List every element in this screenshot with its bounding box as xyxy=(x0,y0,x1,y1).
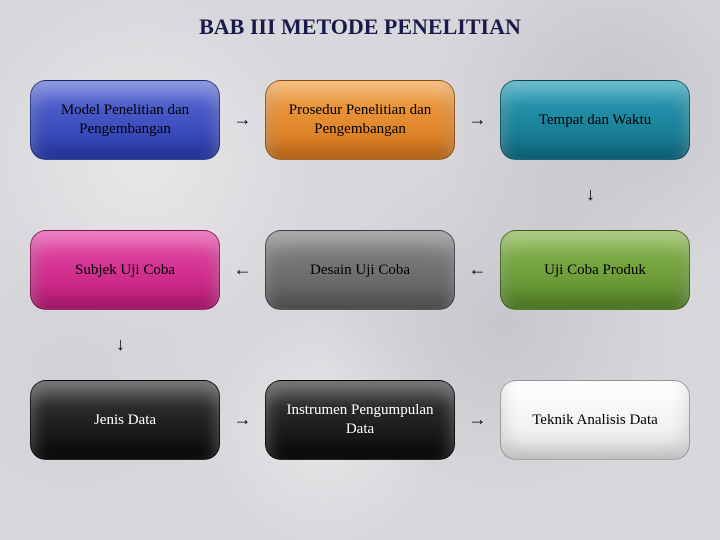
node-n6: Uji Coba Produk xyxy=(500,230,690,310)
page-title: BAB III METODE PENELITIAN xyxy=(0,0,720,40)
arrow-n4-n7: ↓ xyxy=(116,335,125,353)
node-label: Teknik Analisis Data xyxy=(532,411,658,430)
arrow-n5-n4: ← xyxy=(234,260,252,278)
node-label: Model Penelitian dan Pengembangan xyxy=(41,101,209,139)
node-label: Prosedur Penelitian dan Pengembangan xyxy=(276,101,444,139)
arrow-n7-n8: → xyxy=(234,410,252,428)
arrow-n3-n6: ↓ xyxy=(586,185,595,203)
arrow-n2-n3: → xyxy=(469,110,487,128)
node-n1: Model Penelitian dan Pengembangan xyxy=(30,80,220,160)
node-label: Instrumen Pengumpulan Data xyxy=(276,401,444,439)
node-label: Subjek Uji Coba xyxy=(75,261,175,280)
node-n8: Instrumen Pengumpulan Data xyxy=(265,380,455,460)
node-n7: Jenis Data xyxy=(30,380,220,460)
node-n5: Desain Uji Coba xyxy=(265,230,455,310)
node-label: Desain Uji Coba xyxy=(310,261,410,280)
arrow-n1-n2: → xyxy=(234,110,252,128)
node-n9: Teknik Analisis Data xyxy=(500,380,690,460)
arrow-n6-n5: ← xyxy=(469,260,487,278)
arrow-n8-n9: → xyxy=(469,410,487,428)
node-n3: Tempat dan Waktu xyxy=(500,80,690,160)
node-label: Jenis Data xyxy=(94,411,156,430)
node-label: Uji Coba Produk xyxy=(544,261,646,280)
node-n4: Subjek Uji Coba xyxy=(30,230,220,310)
node-n2: Prosedur Penelitian dan Pengembangan xyxy=(265,80,455,160)
node-label: Tempat dan Waktu xyxy=(539,111,651,130)
